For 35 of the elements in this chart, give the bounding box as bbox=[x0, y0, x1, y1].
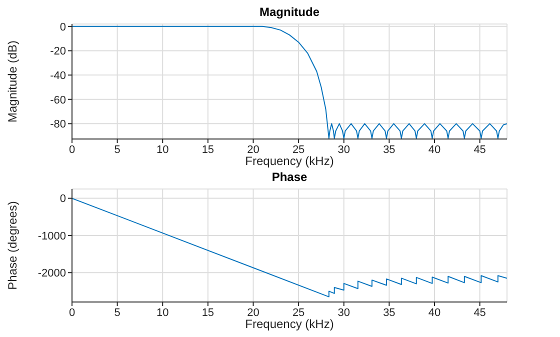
y-axis-title: Magnitude (dB) bbox=[5, 40, 20, 123]
y-tick-label: -1000 bbox=[38, 230, 66, 242]
y-tick-label: -40 bbox=[50, 70, 66, 82]
y-tick-label: -2000 bbox=[38, 268, 66, 280]
x-tick-label: 0 bbox=[68, 306, 76, 319]
x-tick-label: 40 bbox=[428, 144, 441, 156]
x-tick-label: 25 bbox=[292, 306, 305, 319]
x-tick-label: 10 bbox=[156, 306, 169, 319]
x-tick-label: 35 bbox=[383, 306, 396, 319]
x-tick-label: 25 bbox=[292, 144, 305, 156]
x-axis-title: Frequency (kHz) bbox=[245, 154, 334, 168]
y-tick-label: 0 bbox=[60, 193, 66, 206]
chart-title: Phase bbox=[270, 169, 308, 185]
chart-title: Magnitude bbox=[258, 4, 320, 20]
y-axis-title: Phase (degrees) bbox=[5, 201, 20, 290]
x-tick-label: 30 bbox=[338, 306, 350, 319]
x-tick-label: 5 bbox=[114, 306, 120, 319]
x-tick-label: 45 bbox=[474, 306, 486, 319]
x-tick-label: 5 bbox=[114, 144, 120, 156]
x-tick-label: 0 bbox=[68, 144, 76, 156]
y-tick-label: -80 bbox=[50, 118, 66, 131]
x-tick-label: 20 bbox=[247, 306, 260, 319]
y-tick-label: 0 bbox=[60, 21, 66, 34]
x-tick-label: 10 bbox=[156, 144, 169, 156]
y-tick-label: -60 bbox=[50, 94, 66, 106]
x-tick-label: 35 bbox=[383, 144, 396, 156]
line-series bbox=[72, 198, 507, 298]
x-tick-label: 20 bbox=[247, 144, 260, 156]
x-tick-label: 30 bbox=[338, 144, 350, 156]
y-tick-label: -20 bbox=[50, 46, 66, 58]
x-axis-title: Frequency (kHz) bbox=[245, 317, 334, 331]
x-tick-label: 15 bbox=[202, 144, 214, 156]
x-tick-label: 40 bbox=[428, 306, 441, 319]
x-tick-label: 15 bbox=[202, 306, 214, 319]
x-tick-label: 45 bbox=[474, 144, 486, 156]
